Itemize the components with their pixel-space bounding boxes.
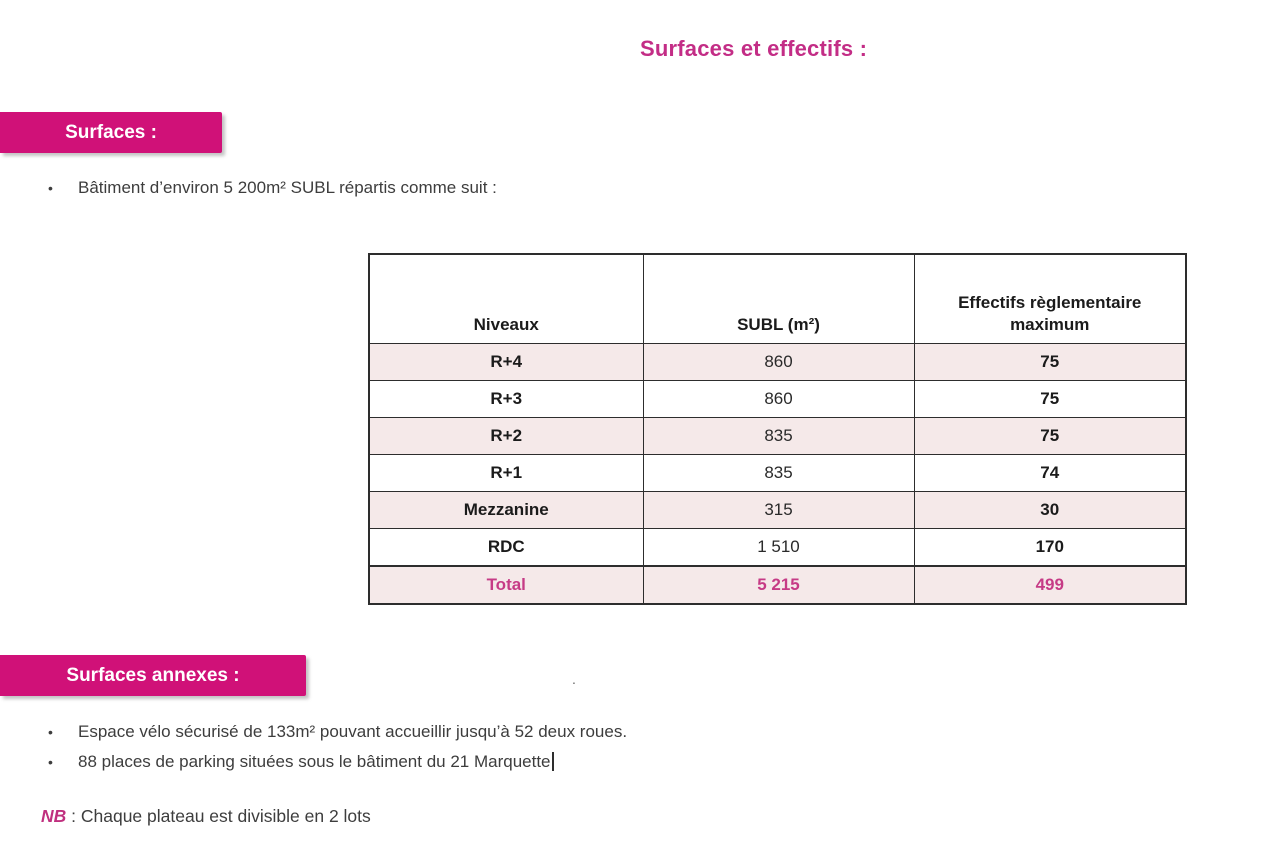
header-row: Niveaux SUBL (m²) Effectifs règlementair… — [368, 253, 1187, 344]
table-row: R+4 860 75 — [368, 343, 1187, 381]
cell-subl: 835 — [642, 417, 915, 455]
cell-niveau: R+1 — [368, 454, 644, 492]
surfaces-banner-label: Surfaces : — [65, 121, 157, 143]
table-row: R+3 860 75 — [368, 380, 1187, 418]
table-row: R+2 835 75 — [368, 417, 1187, 455]
annexes-banner-label: Surfaces annexes : — [66, 664, 240, 686]
cell-effectif: 75 — [913, 417, 1187, 455]
table-total-row: Total 5 215 499 — [368, 565, 1187, 605]
annexes-section-banner: Surfaces annexes : — [0, 655, 306, 696]
surfaces-table: Niveaux SUBL (m²) Effectifs règlementair… — [368, 253, 1187, 605]
cell-subl: 5 215 — [642, 565, 915, 605]
cell-subl: 315 — [642, 491, 915, 529]
cell-effectif: 74 — [913, 454, 1187, 492]
page-title: Surfaces et effectifs : — [640, 36, 868, 61]
parking-bullet-text-content: 88 places de parking situées sous le bât… — [78, 752, 551, 771]
cell-subl: 860 — [642, 380, 915, 418]
bullet-icon: • — [48, 180, 53, 196]
nb-label: NB — [41, 806, 67, 826]
cell-subl: 1 510 — [642, 528, 915, 567]
table-row: RDC 1 510 170 — [368, 528, 1187, 567]
table-row: R+1 835 74 — [368, 454, 1187, 492]
nb-text: : Chaque plateau est divisible en 2 lots — [66, 806, 371, 826]
stray-dot: . — [572, 671, 576, 687]
parking-bullet-text[interactable]: 88 places de parking situées sous le bât… — [78, 751, 554, 773]
velo-bullet-line: • Espace vélo sécurisé de 133m² pouvant … — [48, 721, 627, 743]
cell-effectif: 170 — [913, 528, 1187, 567]
cell-effectif: 499 — [913, 565, 1187, 605]
cell-effectif: 75 — [913, 380, 1187, 418]
text-cursor-caret — [551, 752, 554, 771]
cell-subl: 835 — [642, 454, 915, 492]
cell-subl: 860 — [642, 343, 915, 381]
cell-effectif: 30 — [913, 491, 1187, 529]
cell-niveau: R+3 — [368, 380, 644, 418]
parking-bullet-line[interactable]: • 88 places de parking situées sous le b… — [48, 751, 554, 773]
header-subl: SUBL (m²) — [642, 253, 915, 344]
bullet-icon: • — [48, 754, 53, 770]
cell-niveau: R+4 — [368, 343, 644, 381]
cell-niveau: RDC — [368, 528, 644, 567]
surfaces-table-body: R+4 860 75 R+3 860 75 R+2 835 75 R+1 835 74 Mezzanin… — [368, 343, 1187, 605]
velo-bullet-text: Espace vélo sécurisé de 133m² pouvant ac… — [78, 722, 628, 741]
batiment-bullet-text: Bâtiment d’environ 5 200m² SUBL répartis… — [78, 178, 497, 197]
header-effectifs: Effectifs règlementaire maximum — [913, 253, 1187, 344]
table-row: Mezzanine 315 30 — [368, 491, 1187, 529]
batiment-bullet-line: • Bâtiment d’environ 5 200m² SUBL répart… — [48, 177, 497, 199]
nb-note-line: NB : Chaque plateau est divisible en 2 l… — [41, 806, 371, 827]
surfaces-table-header: Niveaux SUBL (m²) Effectifs règlementair… — [368, 253, 1187, 344]
cell-effectif: 75 — [913, 343, 1187, 381]
cell-niveau: Total — [368, 565, 644, 605]
cell-niveau: Mezzanine — [368, 491, 644, 529]
bullet-icon: • — [48, 724, 53, 740]
header-niveaux: Niveaux — [368, 253, 644, 344]
surfaces-section-banner: Surfaces : — [0, 112, 222, 153]
cell-niveau: R+2 — [368, 417, 644, 455]
